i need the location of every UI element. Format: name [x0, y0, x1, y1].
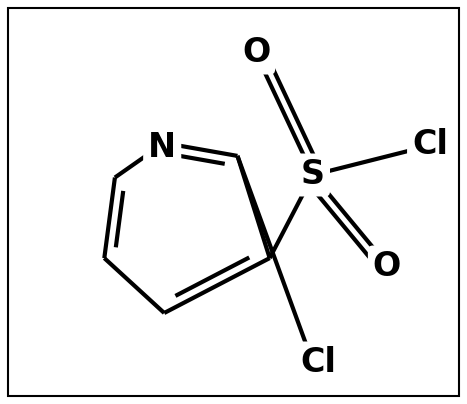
Text: N: N — [148, 131, 176, 164]
Text: Cl: Cl — [412, 128, 448, 162]
Text: O: O — [373, 250, 401, 284]
Text: Cl: Cl — [300, 347, 336, 379]
Text: O: O — [242, 36, 270, 69]
Text: S: S — [301, 158, 325, 191]
